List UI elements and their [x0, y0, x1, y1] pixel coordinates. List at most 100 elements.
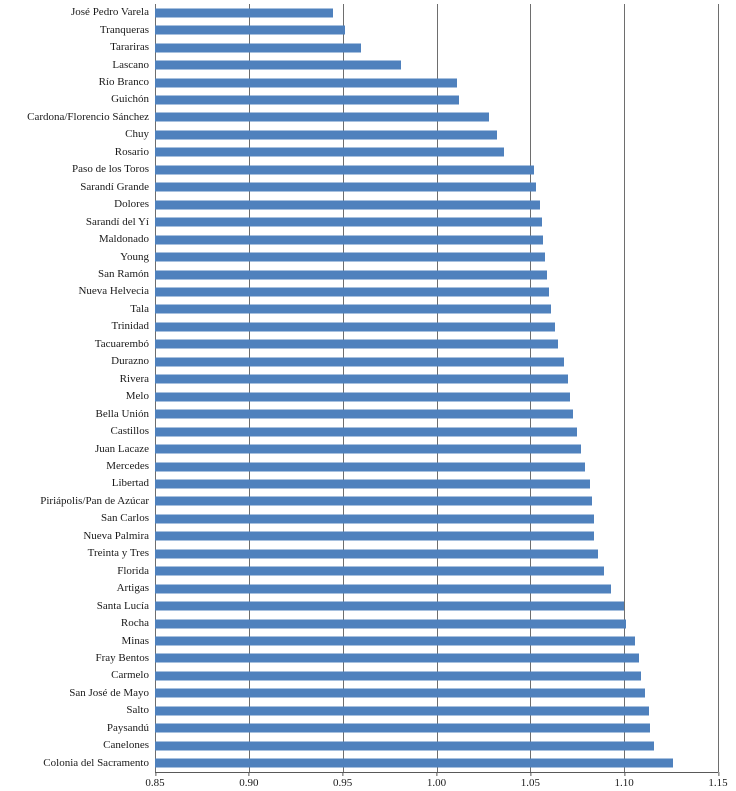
chart-row: Santa Lucía — [0, 597, 718, 614]
category-label: Guichón — [111, 94, 149, 106]
chart-row: Rocha — [0, 615, 718, 632]
chart-row: Sarandí del Yí — [0, 213, 718, 230]
bar — [155, 270, 548, 280]
bar-track — [155, 632, 718, 649]
chart-row: Carmelo — [0, 667, 718, 684]
bar-track — [155, 213, 718, 230]
bar-track — [155, 405, 718, 422]
category-label: Treinta y Tres — [87, 548, 149, 560]
chart-row: Tarariras — [0, 39, 718, 56]
bar — [155, 95, 460, 105]
bar — [155, 584, 612, 594]
bar-track — [155, 161, 718, 178]
bar-track — [155, 248, 718, 265]
bar-track — [155, 615, 718, 632]
category-label: Sarandí Grande — [80, 181, 149, 193]
bar — [155, 235, 544, 245]
category-label: Lascano — [112, 59, 149, 71]
bar-track — [155, 580, 718, 597]
bar-track — [155, 702, 718, 719]
chart-row: Minas — [0, 632, 718, 649]
chart-row: Castillos — [0, 423, 718, 440]
category-label: Carmelo — [111, 670, 149, 682]
bar-track — [155, 56, 718, 73]
category-label: Fray Bentos — [95, 652, 149, 664]
bar — [155, 147, 505, 157]
x-tick-label: 1.05 — [521, 772, 540, 789]
bar-track — [155, 144, 718, 161]
bar — [155, 409, 574, 419]
bar — [155, 566, 604, 576]
category-label: San José de Mayo — [69, 687, 149, 699]
x-tick-label: 1.00 — [427, 772, 446, 789]
category-label: Piriápolis/Pan de Azúcar — [40, 495, 149, 507]
category-label: Rivera — [119, 373, 149, 385]
bar-track — [155, 423, 718, 440]
chart-row: Fray Bentos — [0, 650, 718, 667]
chart-row: Salto — [0, 702, 718, 719]
chart-row: Chuy — [0, 126, 718, 143]
bar — [155, 723, 651, 733]
bar-track — [155, 39, 718, 56]
gridline — [436, 4, 438, 772]
bar-track — [155, 4, 718, 21]
bar-track — [155, 283, 718, 300]
bar-track — [155, 597, 718, 614]
bar — [155, 112, 490, 122]
chart-row: Lascano — [0, 56, 718, 73]
bar-track — [155, 179, 718, 196]
chart-row: Juan Lacaze — [0, 440, 718, 457]
x-tick-label: 0.90 — [239, 772, 258, 789]
bar — [155, 636, 636, 646]
bar — [155, 374, 568, 384]
bar-track — [155, 440, 718, 457]
bar — [155, 130, 497, 140]
category-label: Castillos — [110, 426, 149, 438]
bar — [155, 619, 627, 629]
chart-row: Nueva Helvecia — [0, 283, 718, 300]
bar — [155, 688, 645, 698]
bar-track — [155, 388, 718, 405]
x-tick-label: 0.95 — [333, 772, 352, 789]
category-label: Canelones — [103, 740, 149, 752]
chart-rows: José Pedro Varela Tranqueras Tarariras Lasc… — [0, 4, 718, 772]
bar-track — [155, 563, 718, 580]
x-tick-label: 1.10 — [615, 772, 634, 789]
chart-row: Piriápolis/Pan de Azúcar — [0, 493, 718, 510]
bar — [155, 427, 578, 437]
bar — [155, 392, 570, 402]
category-label: Libertad — [111, 478, 149, 490]
bar — [155, 531, 595, 541]
chart-row: Melo — [0, 388, 718, 405]
bar — [155, 200, 540, 210]
chart-row: Tacuarembó — [0, 336, 718, 353]
bar — [155, 758, 673, 768]
chart-row: Libertad — [0, 475, 718, 492]
category-label: Maldonado — [98, 234, 149, 246]
bar — [155, 304, 551, 314]
chart-row: San Ramón — [0, 266, 718, 283]
category-label: Paso de los Toros — [72, 164, 149, 176]
category-label: Chuy — [125, 129, 149, 141]
category-label: Nueva Helvecia — [78, 286, 149, 298]
bar-track — [155, 336, 718, 353]
bar-track — [155, 231, 718, 248]
chart-row: Nueva Palmira — [0, 528, 718, 545]
bar-track — [155, 266, 718, 283]
category-label: Santa Lucía — [96, 600, 149, 612]
gridlines — [155, 4, 719, 773]
bar-track — [155, 720, 718, 737]
bar-track — [155, 754, 718, 771]
bar-track — [155, 21, 718, 38]
gridline — [248, 4, 250, 772]
category-label: Young — [120, 251, 149, 263]
category-label: Florida — [117, 565, 149, 577]
chart-row: Río Branco — [0, 74, 718, 91]
gridline — [624, 4, 626, 772]
chart-row: Paso de los Toros — [0, 161, 718, 178]
bar-track — [155, 91, 718, 108]
bar-track — [155, 475, 718, 492]
category-label: Sarandí del Yí — [85, 216, 149, 228]
category-label: Melo — [125, 391, 149, 403]
